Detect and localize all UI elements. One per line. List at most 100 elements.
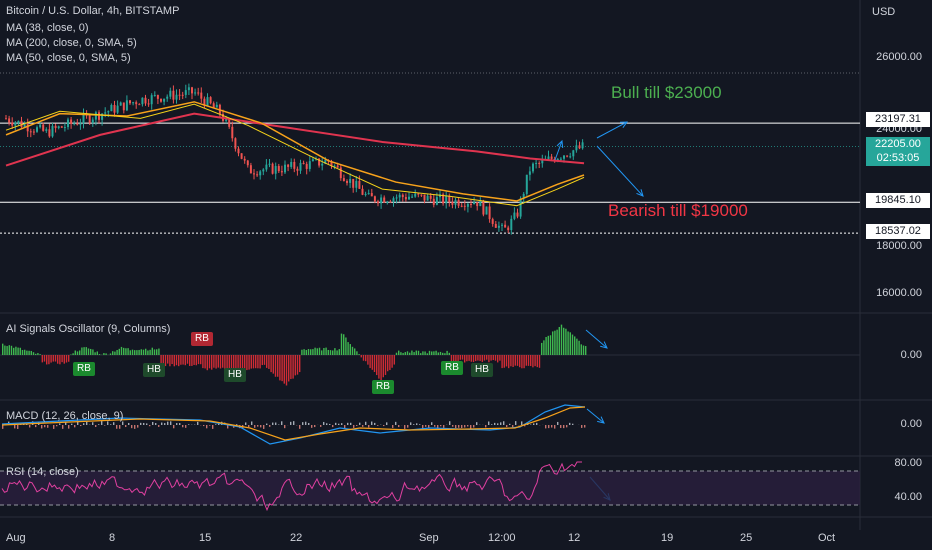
candle-body bbox=[23, 124, 26, 127]
oscillator-bar bbox=[336, 350, 338, 355]
oscillator-bar bbox=[439, 351, 442, 355]
macd-histogram-bar bbox=[14, 425, 16, 429]
candle-body bbox=[271, 163, 274, 174]
oscillator-bar bbox=[351, 346, 354, 355]
candle-body bbox=[88, 115, 91, 123]
macd-histogram-bar bbox=[83, 423, 85, 425]
candle-body bbox=[240, 153, 243, 159]
candle-body bbox=[175, 94, 178, 100]
oscillator-bar bbox=[63, 355, 65, 364]
candle-body bbox=[426, 195, 429, 201]
macd-histogram-bar bbox=[338, 423, 340, 425]
candle-body bbox=[79, 123, 82, 125]
macd-histogram-bar bbox=[281, 421, 283, 425]
oscillator-bar bbox=[125, 348, 127, 355]
oscillator-bar bbox=[483, 355, 486, 361]
macd-histogram-bar bbox=[368, 425, 370, 428]
candle-body bbox=[225, 119, 228, 121]
oscillator-bar bbox=[90, 348, 92, 355]
candle-body bbox=[67, 119, 69, 128]
oscillator-bar bbox=[59, 355, 61, 365]
candle-body bbox=[386, 201, 389, 203]
oscillator-bar bbox=[523, 355, 525, 369]
oscillator-bar bbox=[514, 355, 516, 366]
rsi-band bbox=[0, 471, 860, 505]
candle-body bbox=[70, 119, 73, 124]
macd-histogram-bar bbox=[584, 425, 586, 428]
oscillator-bar bbox=[35, 353, 37, 355]
candle-body bbox=[54, 125, 57, 129]
oscillator-bar bbox=[180, 355, 182, 365]
current-price-tag: 22205.00 bbox=[866, 137, 930, 152]
candle-body bbox=[138, 104, 141, 106]
candle-body bbox=[305, 163, 308, 169]
candle-body bbox=[532, 163, 534, 172]
macd-histogram-bar bbox=[131, 425, 133, 429]
macd-histogram-bar bbox=[284, 425, 286, 429]
oscillator-bar bbox=[263, 355, 266, 365]
macd-histogram-bar bbox=[344, 425, 346, 429]
macd-histogram-bar bbox=[305, 421, 307, 425]
macd-histogram-bar bbox=[431, 422, 433, 425]
oscillator-bar bbox=[437, 352, 439, 355]
macd-histogram-bar bbox=[248, 425, 250, 428]
macd-histogram-bar bbox=[497, 423, 499, 425]
macd-histogram-bar bbox=[302, 422, 304, 425]
signal-badge-hb: HB bbox=[224, 368, 246, 382]
oscillator-bar bbox=[120, 346, 123, 355]
oscillator-bar bbox=[147, 350, 149, 355]
oscillator-bar bbox=[248, 355, 250, 370]
oscillator-bar bbox=[83, 347, 85, 355]
candle-body bbox=[476, 202, 479, 207]
candle-body bbox=[265, 164, 268, 170]
level-tag-18537: 18537.02 bbox=[866, 224, 930, 239]
oscillator-bar bbox=[505, 355, 508, 367]
candle-body bbox=[445, 195, 448, 204]
candle-body bbox=[330, 161, 333, 166]
macd-histogram-bar bbox=[188, 424, 190, 425]
oscillator-bar bbox=[239, 355, 241, 369]
oscillator-bar bbox=[140, 349, 142, 355]
oscillator-bar bbox=[312, 349, 314, 355]
candle-body bbox=[36, 127, 38, 132]
oscillator-bar bbox=[453, 355, 455, 362]
macd-histogram-bar bbox=[74, 425, 76, 428]
oscillator-bar bbox=[131, 349, 134, 355]
candle-body bbox=[504, 224, 507, 228]
oscillator-bar bbox=[488, 355, 490, 363]
signal-badge-hb: HB bbox=[143, 363, 165, 377]
oscillator-bar bbox=[563, 327, 565, 355]
rsi-line bbox=[1, 461, 582, 512]
oscillator-bar bbox=[519, 355, 521, 368]
oscillator-bar bbox=[200, 355, 202, 365]
oscillator-bar bbox=[250, 355, 252, 369]
macd-title: MACD (12, 26, close, 9) bbox=[6, 410, 124, 422]
macd-histogram-bar bbox=[206, 425, 208, 429]
candle-body bbox=[5, 118, 7, 120]
ma-50-line bbox=[5, 101, 585, 202]
macd-histogram-bar bbox=[500, 422, 502, 425]
oscillator-bar bbox=[2, 343, 4, 355]
oscillator-bar bbox=[468, 355, 470, 361]
macd-histogram-bar bbox=[449, 421, 451, 425]
price-tick-18000: 18000.00 bbox=[876, 240, 922, 252]
macd-histogram-bar bbox=[44, 425, 46, 428]
candle-body bbox=[163, 98, 166, 102]
macd-histogram-bar bbox=[440, 425, 442, 427]
oscillator-bar bbox=[259, 355, 261, 369]
oscillator-bar bbox=[191, 355, 193, 366]
oscillator-bar bbox=[402, 352, 404, 355]
oscillator-bar bbox=[305, 349, 307, 355]
oscillator-bar bbox=[175, 355, 178, 366]
oscillator-bar bbox=[294, 355, 296, 376]
candle-body bbox=[501, 224, 503, 226]
oscillator-bar bbox=[395, 352, 398, 355]
macd-histogram-bar bbox=[566, 425, 568, 428]
macd-histogram-bar bbox=[29, 425, 31, 428]
oscillator-bar bbox=[343, 334, 345, 355]
candle-body bbox=[166, 96, 169, 99]
macd-histogram-bar bbox=[506, 425, 508, 428]
candle-body bbox=[231, 126, 234, 139]
candle-body bbox=[547, 156, 550, 160]
